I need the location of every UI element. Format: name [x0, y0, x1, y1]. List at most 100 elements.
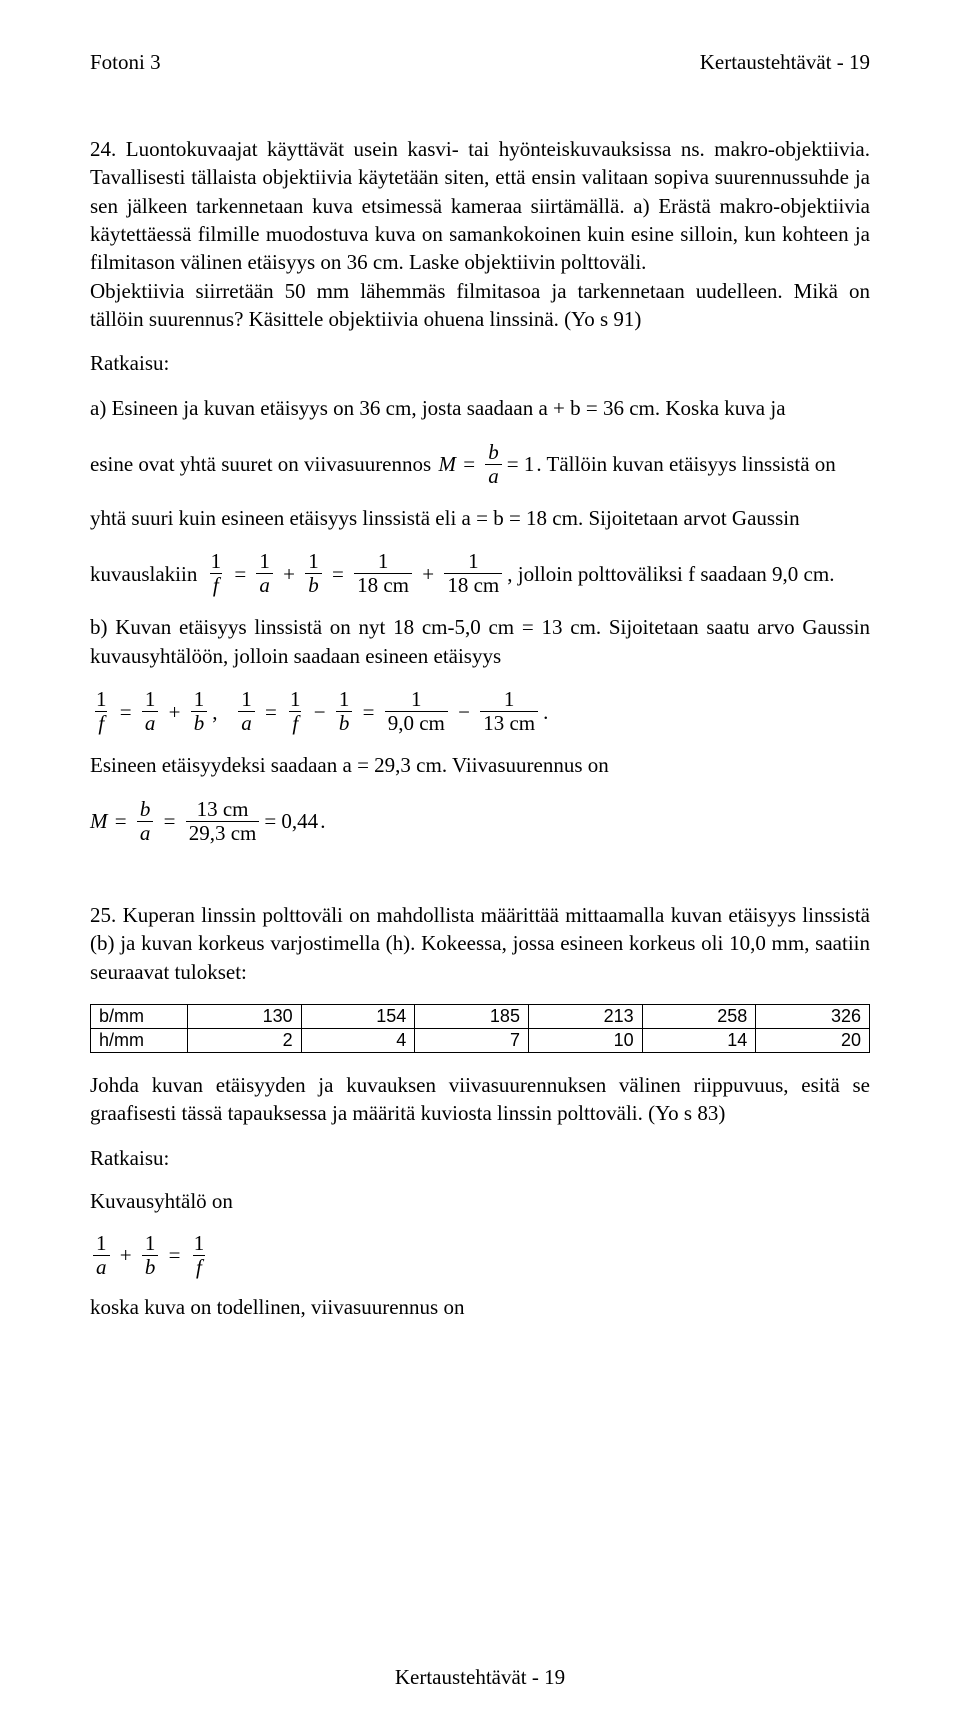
- n3c: 1: [336, 688, 353, 711]
- sol24-line5: b) Kuvan etäisyys linssistä on nyt 18 cm…: [90, 613, 870, 670]
- frac-1-f: 1 f: [208, 550, 225, 597]
- frac2-1-f: 1 f: [93, 688, 110, 735]
- den-a: a: [485, 464, 502, 488]
- sol24-line3: yhtä suuri kuin esineen etäisyys linssis…: [90, 504, 870, 532]
- d2a: a: [142, 711, 159, 735]
- dot1: .: [543, 698, 548, 726]
- sol24-line4-post: , jolloin polttoväliksi f saadaan 9,0 cm…: [507, 560, 834, 588]
- frac-b-a-2: b a: [137, 798, 154, 845]
- n2a: 1: [93, 688, 110, 711]
- plus2: +: [417, 560, 439, 588]
- cell: 326: [756, 1004, 870, 1028]
- d3a: a: [238, 711, 255, 735]
- n1d: 1: [375, 550, 392, 573]
- after-table-text: Johda kuvan etäisyyden ja kuvauksen viiv…: [90, 1071, 870, 1128]
- sol24-a-pre: a) Esineen ja kuvan etäisyys on 36 cm, j…: [90, 396, 538, 420]
- ratkaisu-label-25: Ratkaisu:: [90, 1146, 870, 1171]
- eq3: =: [327, 560, 349, 588]
- cell: 10: [528, 1028, 642, 1052]
- table-row: h/mm 2 4 7 10 14 20: [91, 1028, 870, 1052]
- n3b: 1: [287, 688, 304, 711]
- eq8: =: [158, 807, 180, 835]
- kuvausyhtalo-label: Kuvausyhtälö on: [90, 1189, 870, 1214]
- d2b: b: [191, 711, 208, 735]
- eq-one: = 1: [507, 450, 535, 478]
- n1b: 1: [256, 550, 273, 573]
- mdot: .: [320, 807, 325, 835]
- k-n2: 1: [142, 1232, 159, 1255]
- question-24-text: 24. Luontokuvaajat käyttävät usein kasvi…: [90, 135, 870, 333]
- frac3-1-a: 1 a: [238, 688, 255, 735]
- frac2-1-a: 1 a: [142, 688, 159, 735]
- k-1-f: 1 f: [191, 1232, 208, 1279]
- sol24-line2: esine ovat yhtä suuret on viivasuurennos…: [90, 441, 870, 488]
- ratkaisu-label-24: Ratkaisu:: [90, 351, 870, 376]
- eq7: =: [110, 807, 132, 835]
- cell-label-h: h/mm: [91, 1028, 188, 1052]
- question-25-text: 25. Kuperan linssin polttoväli on mahdol…: [90, 901, 870, 986]
- frac-1-a: 1 a: [256, 550, 273, 597]
- k-n3: 1: [191, 1232, 208, 1255]
- n3a: 1: [238, 688, 255, 711]
- nb2: b: [137, 798, 154, 821]
- page-header: Fotoni 3 Kertaustehtävät - 19: [90, 50, 870, 75]
- data-table: b/mm 130 154 185 213 258 326 h/mm 2 4 7 …: [90, 1004, 870, 1053]
- l7-pre: Esineen etäisyydeksi saadaan: [90, 753, 343, 777]
- sol24-line4: kuvauslakiin 1 f = 1 a + 1 b = 1 18 cm +…: [90, 550, 870, 597]
- k-df: f: [193, 1255, 205, 1279]
- frac-1-b: 1 b: [305, 550, 322, 597]
- table-row: b/mm 130 154 185 213 258 326: [91, 1004, 870, 1028]
- frac3-1-f: 1 f: [287, 688, 304, 735]
- cell: 14: [642, 1028, 756, 1052]
- d-13: 13 cm: [480, 711, 538, 735]
- sol24-a-post: . Koska kuva ja: [655, 396, 786, 420]
- k-db: b: [142, 1255, 159, 1279]
- frac-1-9: 1 9,0 cm: [385, 688, 448, 735]
- frac-b-over-a: b a: [485, 441, 502, 488]
- k-n1: 1: [93, 1232, 110, 1255]
- sol24-a-line1: a) Esineen ja kuvan etäisyys on 36 cm, j…: [90, 394, 870, 422]
- frac-1-18b: 1 18 cm: [444, 550, 502, 597]
- k-1-b: 1 b: [142, 1232, 159, 1279]
- d-9: 9,0 cm: [385, 711, 448, 735]
- d-a: a: [256, 573, 273, 597]
- sol24-line2-post: . Tällöin kuvan etäisyys linssistä on: [536, 450, 835, 478]
- eq1: =: [458, 450, 480, 478]
- l7-post: . Viivasuurennus on: [442, 753, 609, 777]
- n1c: 1: [305, 550, 322, 573]
- k-plus: +: [115, 1241, 137, 1269]
- mres: = 0,44: [264, 807, 318, 835]
- sol24-line6: 1 f = 1 a + 1 b , 1 a = 1 f − 1 b =: [90, 688, 870, 735]
- n1a: 1: [208, 550, 225, 573]
- n1e: 1: [465, 550, 482, 573]
- cell: 130: [188, 1004, 302, 1028]
- cell: 154: [301, 1004, 415, 1028]
- sol24-line2-pre: esine ovat yhtä suuret on viivasuurennos: [90, 450, 436, 478]
- eq2: =: [229, 560, 251, 588]
- n3e: 1: [501, 688, 518, 711]
- k-1-a: 1 a: [93, 1232, 110, 1279]
- frac-13-29: 13 cm 29,3 cm: [186, 798, 260, 845]
- d-f: f: [210, 573, 222, 597]
- na2: a: [137, 821, 154, 845]
- d29: 29,3 cm: [186, 821, 260, 845]
- d3b: b: [336, 711, 353, 735]
- frac-1-18a: 1 18 cm: [354, 550, 412, 597]
- d-18b: 18 cm: [444, 573, 502, 597]
- d2f: f: [95, 711, 107, 735]
- n3d: 1: [408, 688, 425, 711]
- frac3-1-b: 1 b: [336, 688, 353, 735]
- frac-1-13: 1 13 cm: [480, 688, 538, 735]
- cell: 213: [528, 1004, 642, 1028]
- header-right: Kertaustehtävät - 19: [700, 50, 870, 75]
- minus1: −: [309, 698, 331, 726]
- sol24-Mline: M = b a = 13 cm 29,3 cm = 0,44 .: [90, 798, 870, 845]
- cell: 20: [756, 1028, 870, 1052]
- d3f: f: [289, 711, 301, 735]
- comma-sep: ,: [212, 698, 233, 726]
- sol24-line4-pre: kuvauslakiin: [90, 560, 203, 588]
- n2c: 1: [191, 688, 208, 711]
- page-footer: Kertaustehtävät - 19: [0, 1665, 960, 1690]
- minus2: −: [453, 698, 475, 726]
- kuvaus-eq: 1 a + 1 b = 1 f: [90, 1232, 870, 1279]
